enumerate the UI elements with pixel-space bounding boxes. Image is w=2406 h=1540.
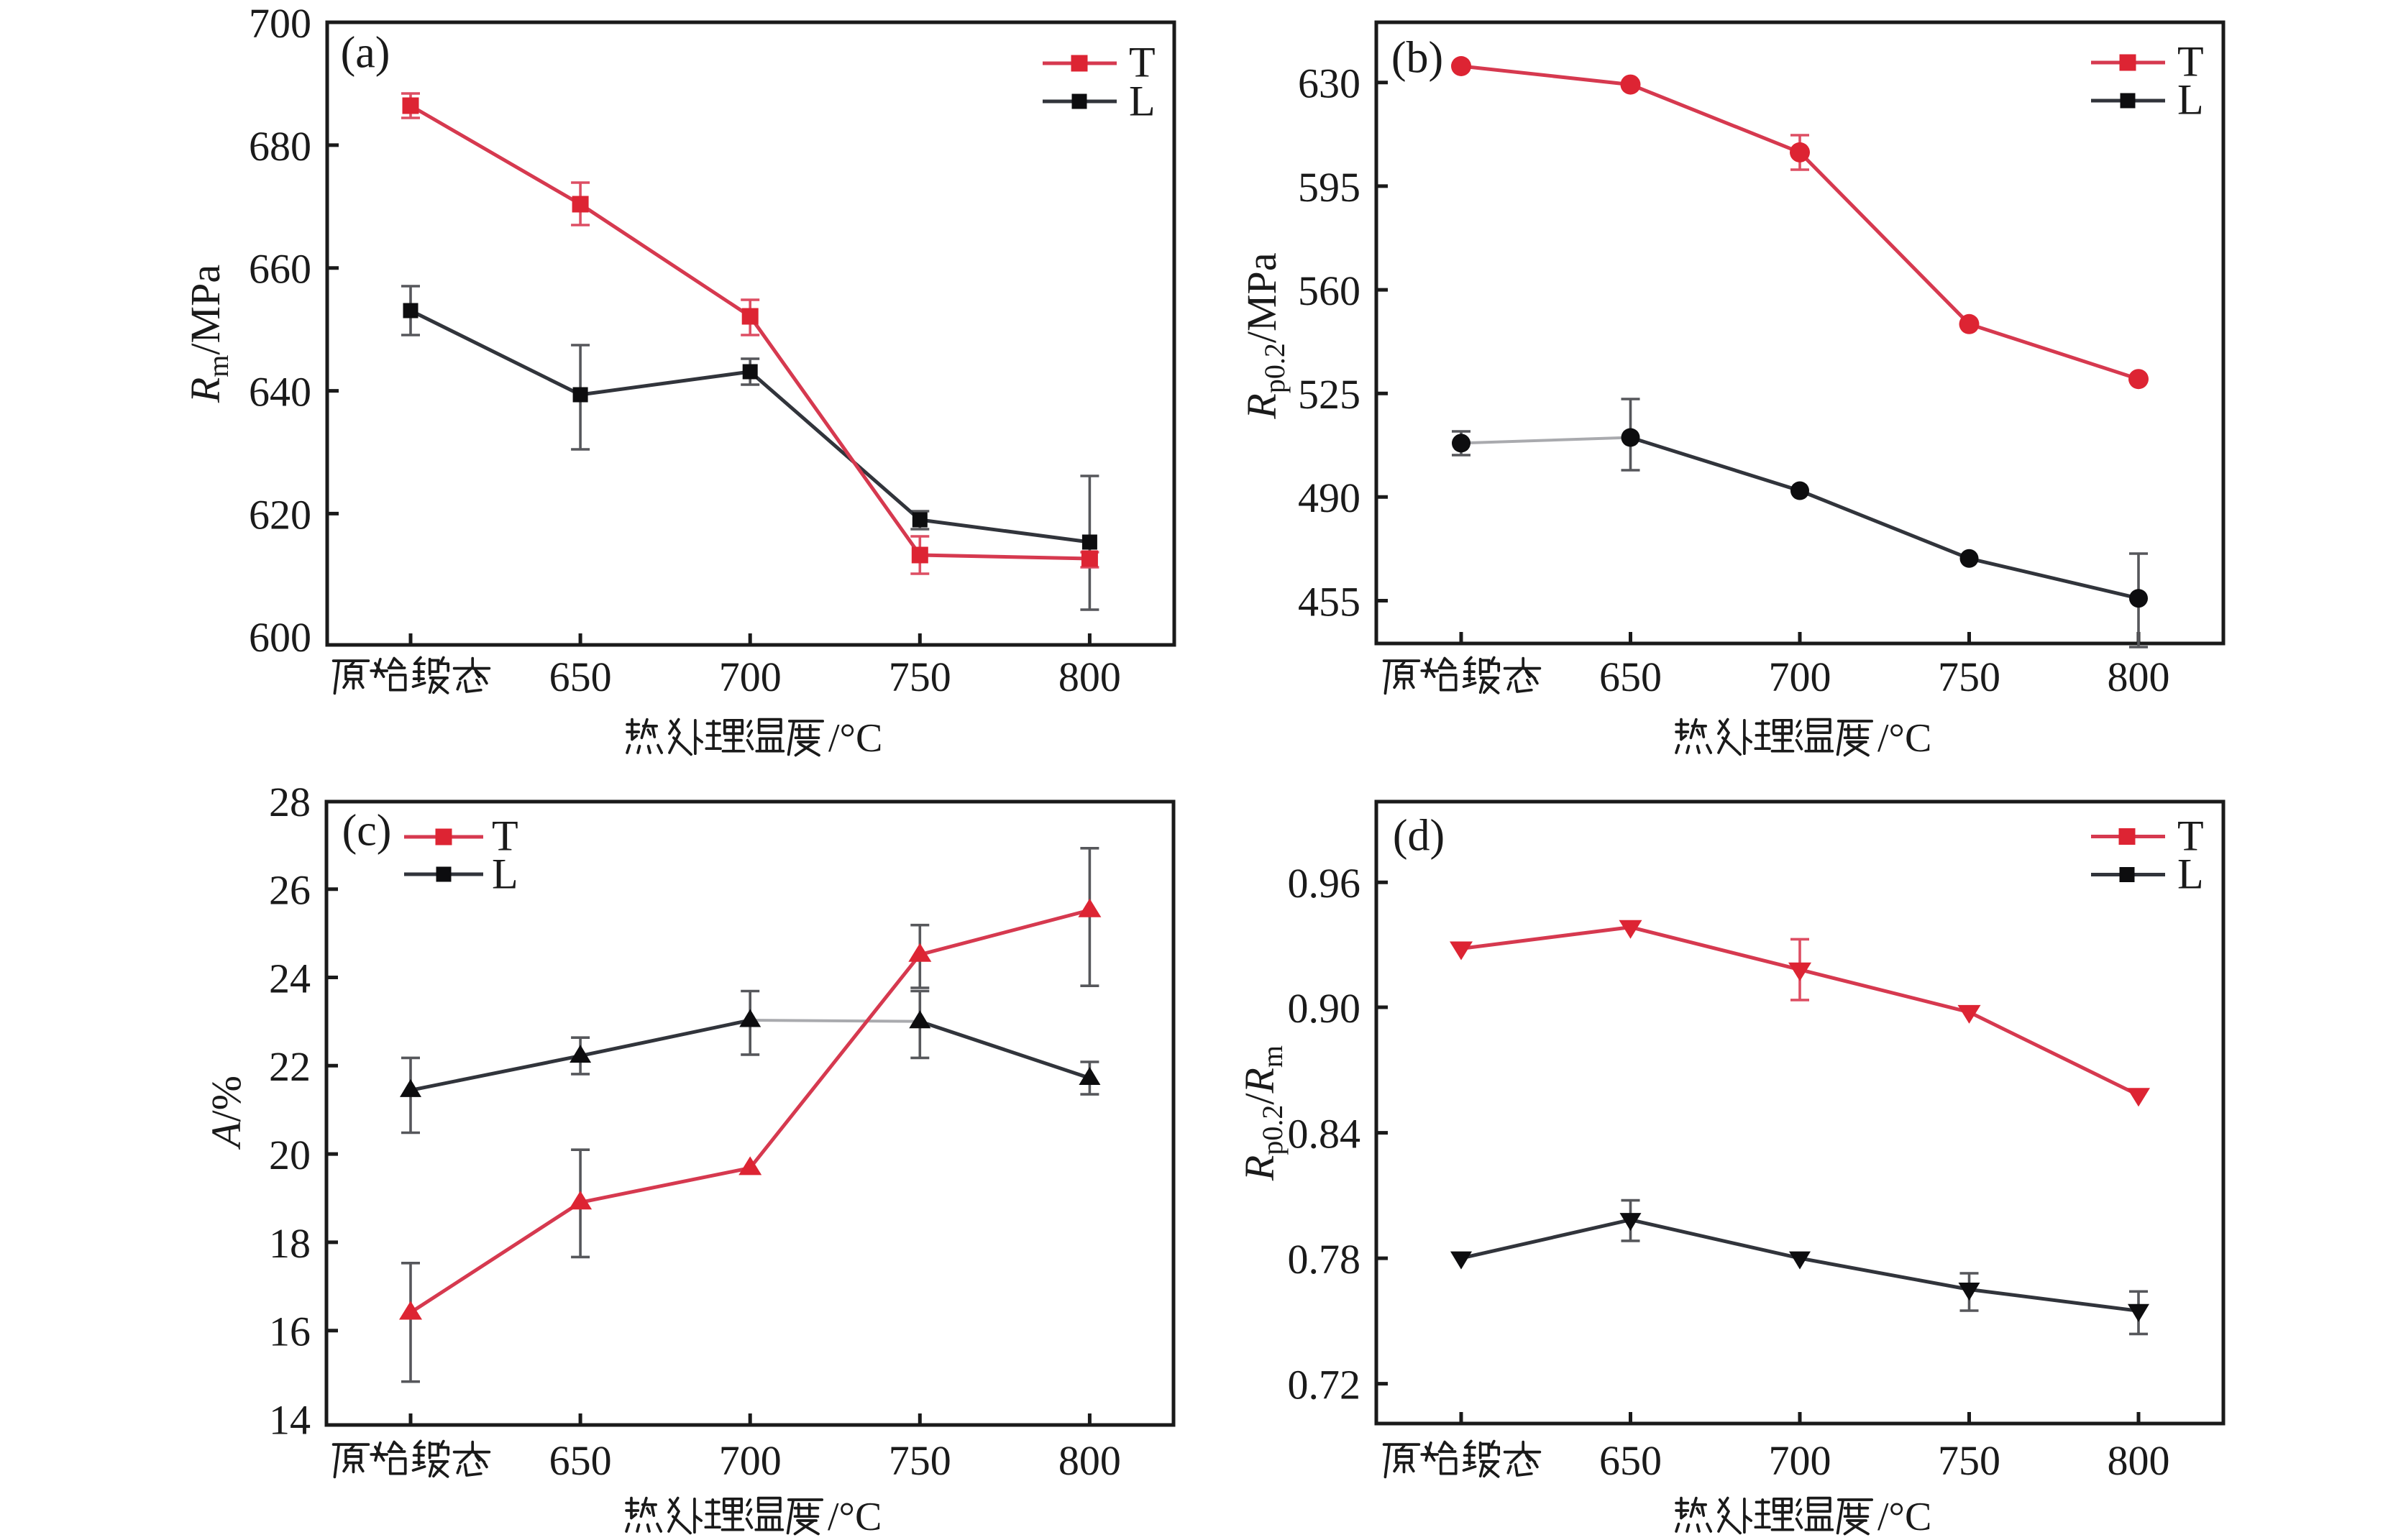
- svg-text:/°C: /°C: [1877, 716, 1931, 761]
- svg-text:800: 800: [1058, 654, 1121, 700]
- svg-text:650: 650: [549, 654, 612, 700]
- svg-text:14: 14: [269, 1396, 311, 1443]
- svg-text:T: T: [492, 812, 518, 860]
- svg-text:650: 650: [1599, 654, 1662, 700]
- svg-text:Rp0.2/Rm: Rp0.2/Rm: [1236, 1045, 1289, 1181]
- svg-text:0.72: 0.72: [1288, 1361, 1361, 1408]
- svg-text:(c): (c): [342, 806, 392, 855]
- svg-text:(b): (b): [1391, 33, 1443, 82]
- svg-text:/°C: /°C: [828, 1495, 882, 1539]
- svg-text:L: L: [492, 851, 518, 898]
- svg-text:525: 525: [1298, 371, 1360, 418]
- svg-text:/°C: /°C: [1877, 1495, 1931, 1539]
- svg-text:L: L: [2177, 76, 2204, 124]
- svg-text:640: 640: [249, 368, 311, 415]
- svg-text:700: 700: [249, 0, 311, 47]
- svg-text:750: 750: [1938, 1437, 2000, 1484]
- svg-text:28: 28: [269, 779, 311, 825]
- svg-text:800: 800: [2108, 1437, 2170, 1484]
- svg-text:(a): (a): [341, 28, 390, 77]
- svg-text:Rp0.2/MPa: Rp0.2/MPa: [1238, 252, 1291, 419]
- svg-text:630: 630: [1298, 60, 1360, 107]
- svg-text:750: 750: [889, 1437, 951, 1484]
- svg-text:18: 18: [269, 1220, 311, 1267]
- svg-text:680: 680: [249, 123, 311, 170]
- svg-text:650: 650: [1599, 1437, 1662, 1484]
- svg-text:800: 800: [1058, 1437, 1121, 1484]
- svg-text:660: 660: [249, 246, 311, 293]
- svg-text:600: 600: [249, 614, 311, 661]
- svg-text:700: 700: [1769, 654, 1831, 700]
- svg-text:20: 20: [269, 1132, 311, 1178]
- svg-text:490: 490: [1298, 475, 1360, 521]
- svg-text:560: 560: [1298, 267, 1360, 314]
- svg-text:T: T: [2177, 812, 2204, 860]
- svg-text:22: 22: [269, 1043, 311, 1090]
- svg-text:Rm/MPa: Rm/MPa: [182, 265, 234, 403]
- svg-text:595: 595: [1298, 164, 1360, 211]
- svg-text:26: 26: [269, 867, 311, 914]
- svg-text:0.78: 0.78: [1288, 1236, 1361, 1283]
- svg-text:0.90: 0.90: [1288, 985, 1361, 1032]
- svg-text:800: 800: [2108, 654, 2170, 700]
- svg-text:620: 620: [249, 491, 311, 538]
- svg-text:700: 700: [719, 1437, 782, 1484]
- svg-text:750: 750: [1938, 654, 2000, 700]
- svg-text:455: 455: [1298, 578, 1360, 625]
- svg-text:750: 750: [889, 654, 951, 700]
- svg-text:T: T: [1129, 39, 1156, 86]
- svg-text:16: 16: [269, 1308, 311, 1355]
- svg-text:T: T: [2177, 38, 2204, 86]
- svg-text:L: L: [2177, 851, 2204, 898]
- svg-text:0.96: 0.96: [1288, 860, 1361, 907]
- svg-text:650: 650: [549, 1437, 612, 1484]
- svg-text:24: 24: [269, 955, 311, 1002]
- svg-text:/°C: /°C: [828, 716, 882, 761]
- svg-text:700: 700: [719, 654, 782, 700]
- svg-text:A/%: A/%: [203, 1076, 250, 1150]
- svg-text:(d): (d): [1393, 811, 1445, 860]
- svg-text:0.84: 0.84: [1288, 1110, 1361, 1157]
- svg-text:700: 700: [1769, 1437, 1831, 1484]
- svg-text:L: L: [1129, 78, 1156, 125]
